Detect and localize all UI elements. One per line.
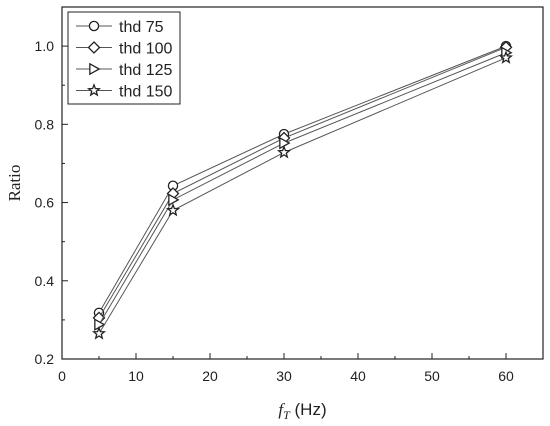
y-tick-label: 0.6 — [35, 195, 55, 211]
x-axis-title-subscript: T — [283, 408, 291, 422]
legend-item: thd 125 — [76, 62, 172, 79]
plot-frame — [61, 6, 544, 360]
data-point — [498, 50, 514, 64]
legend-label: thd 75 — [119, 19, 164, 36]
y-axis-title: Ratio — [5, 165, 24, 202]
legend: thd 75 thd 100 thd 125 thd 150 — [67, 11, 181, 105]
series-2 — [94, 46, 513, 331]
x-tick-label: 50 — [424, 368, 440, 384]
legend-label: thd 150 — [119, 84, 172, 101]
legend-marker — [88, 20, 100, 32]
data-point — [94, 318, 106, 331]
series-line — [98, 45, 507, 314]
x-axis-title: fT (Hz) — [278, 400, 326, 422]
legend-label: thd 125 — [119, 62, 172, 79]
x-axis-title-unit: (Hz) — [290, 400, 327, 419]
series-layer — [91, 40, 514, 340]
series-line — [98, 57, 507, 334]
axes-labels: fT (Hz) Ratio — [5, 165, 327, 422]
plot-area: 0 10 20 30 40 50 60 0.2 0.4 0.6 0.8 1.0 — [35, 6, 514, 384]
series-3 — [91, 50, 514, 340]
x-axis-title-symbol: f — [278, 400, 285, 419]
data-point — [165, 202, 181, 217]
x-tick-label: 60 — [498, 368, 514, 384]
y-tick-label: 1.0 — [35, 38, 55, 54]
y-tick-label: 0.2 — [35, 351, 55, 367]
data-point — [168, 193, 180, 207]
y-tick-label: 0.4 — [35, 273, 55, 289]
series-line — [98, 52, 507, 325]
series-line — [98, 46, 507, 319]
data-point — [279, 136, 291, 150]
x-tick-label: 20 — [202, 368, 218, 384]
legend-item: thd 150 — [76, 83, 172, 101]
data-point — [91, 326, 107, 340]
legend-marker — [89, 62, 101, 76]
x-tick-label: 10 — [128, 368, 144, 384]
legend-box — [67, 11, 181, 105]
legend-label: thd 100 — [119, 41, 172, 58]
x-tick-label: 30 — [276, 368, 292, 384]
data-point — [276, 145, 292, 159]
x-tick-label: 0 — [58, 368, 66, 384]
legend-item: thd 75 — [76, 19, 164, 36]
y-tick-label: 0.8 — [35, 116, 55, 132]
legend-marker — [86, 83, 102, 97]
x-tick-label: 40 — [350, 368, 366, 384]
legend-item: thd 100 — [76, 41, 172, 58]
legend-marker — [87, 41, 101, 54]
